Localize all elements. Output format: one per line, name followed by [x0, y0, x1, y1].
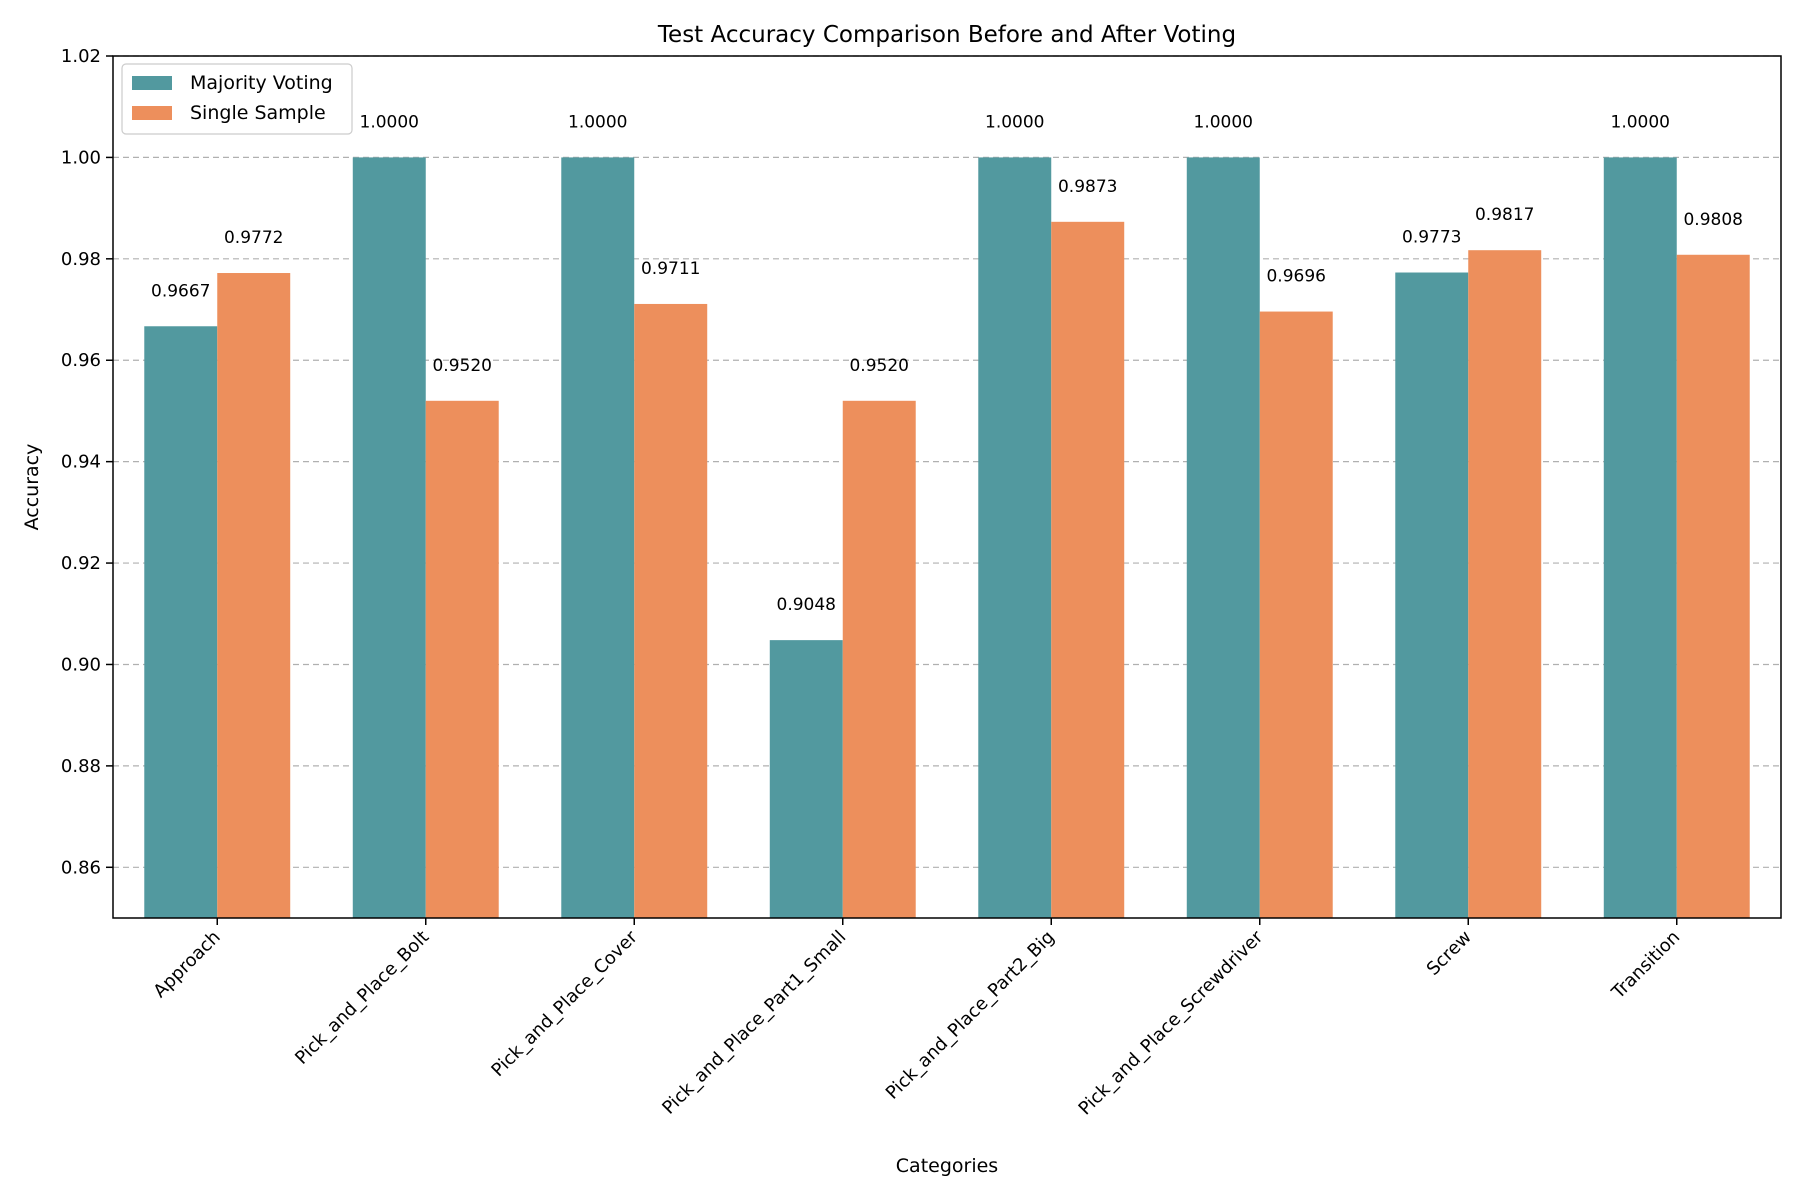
y-tick-label: 1.02 — [61, 46, 101, 67]
bar-single-sample — [1259, 311, 1333, 919]
bar-majority-voting — [561, 157, 635, 919]
bar-value-label: 1.0000 — [1194, 112, 1253, 132]
bar-value-label: 0.9772 — [224, 228, 283, 248]
bar-majority-voting — [1395, 272, 1469, 918]
x-tick-label: Pick_and_Place_Bolt — [291, 927, 433, 1069]
legend: Majority Voting Single Sample — [121, 63, 353, 135]
x-tick-label: Screw — [1423, 927, 1476, 980]
chart-title: Test Accuracy Comparison Before and Afte… — [657, 22, 1236, 48]
y-tick-label: 1.00 — [61, 147, 101, 168]
bar-value-label: 1.0000 — [985, 112, 1044, 132]
y-axis-title: Accuracy — [21, 444, 43, 531]
bar-single-sample — [1676, 254, 1750, 918]
bar-single-sample — [217, 273, 291, 918]
bar-single-sample — [1468, 250, 1542, 918]
bar-value-label: 0.9817 — [1475, 205, 1534, 225]
bar-single-sample — [1051, 221, 1125, 919]
bar-value-label: 0.9048 — [777, 595, 836, 615]
x-tick-label: Pick_and_Place_Part1_Small — [658, 927, 850, 1119]
bar-value-label: 0.9696 — [1266, 267, 1325, 287]
bar-majority-voting — [352, 157, 426, 919]
bar-single-sample — [634, 303, 708, 918]
bar-value-label: 1.0000 — [360, 112, 419, 132]
bar-value-label: 1.0000 — [1611, 112, 1670, 132]
y-tick-label: 0.86 — [61, 857, 101, 878]
x-tick-label: Transition — [1607, 927, 1684, 1004]
bar-value-label: 0.9520 — [849, 356, 908, 376]
bar-majority-voting — [769, 640, 843, 918]
bar-majority-voting — [1186, 157, 1260, 919]
plot-frame — [112, 55, 1782, 919]
x-tick-label: Pick_and_Place_Cover — [487, 926, 642, 1081]
bar-majority-voting — [144, 326, 218, 919]
data-labels: 0.9667 1.0000 1.0000 0.9048 1.0000 1.0000 0.97… — [151, 112, 1743, 615]
bar-value-label: 0.9711 — [641, 259, 700, 279]
bar-majority-voting — [1603, 157, 1677, 919]
y-tick-label: 0.94 — [61, 452, 101, 473]
y-tick-label: 0.96 — [61, 350, 101, 371]
bar-value-label: 0.9520 — [432, 356, 491, 376]
x-tick-label: Pick_and_Place_Part2_Big — [882, 927, 1059, 1104]
y-tick-label: 0.98 — [61, 249, 101, 270]
bar-single-sample — [842, 400, 916, 918]
axes — [112, 55, 1782, 919]
legend-label: Majority Voting — [190, 72, 333, 94]
y-tick-label: 0.92 — [61, 553, 101, 574]
legend-label: Single Sample — [190, 102, 326, 124]
x-axis-title: Categories — [896, 1155, 998, 1177]
y-tick-label: 0.88 — [61, 756, 101, 777]
legend-box — [121, 63, 353, 135]
x-tick-label: Pick_and_Place_Screwdriver — [1075, 926, 1268, 1119]
bar-value-label: 0.9873 — [1058, 177, 1117, 197]
bar-value-label: 0.9808 — [1683, 210, 1742, 230]
legend-swatch — [132, 76, 172, 90]
bars — [144, 157, 1750, 919]
bar-value-label: 0.9773 — [1402, 228, 1461, 248]
bar-majority-voting — [978, 157, 1052, 919]
bar-single-sample — [425, 400, 499, 918]
y-tick-label: 0.90 — [61, 654, 101, 675]
bar-value-label: 0.9667 — [151, 281, 210, 301]
legend-swatch — [132, 106, 172, 120]
bar-value-label: 1.0000 — [568, 112, 627, 132]
x-tick-label: Approach — [149, 927, 224, 1002]
